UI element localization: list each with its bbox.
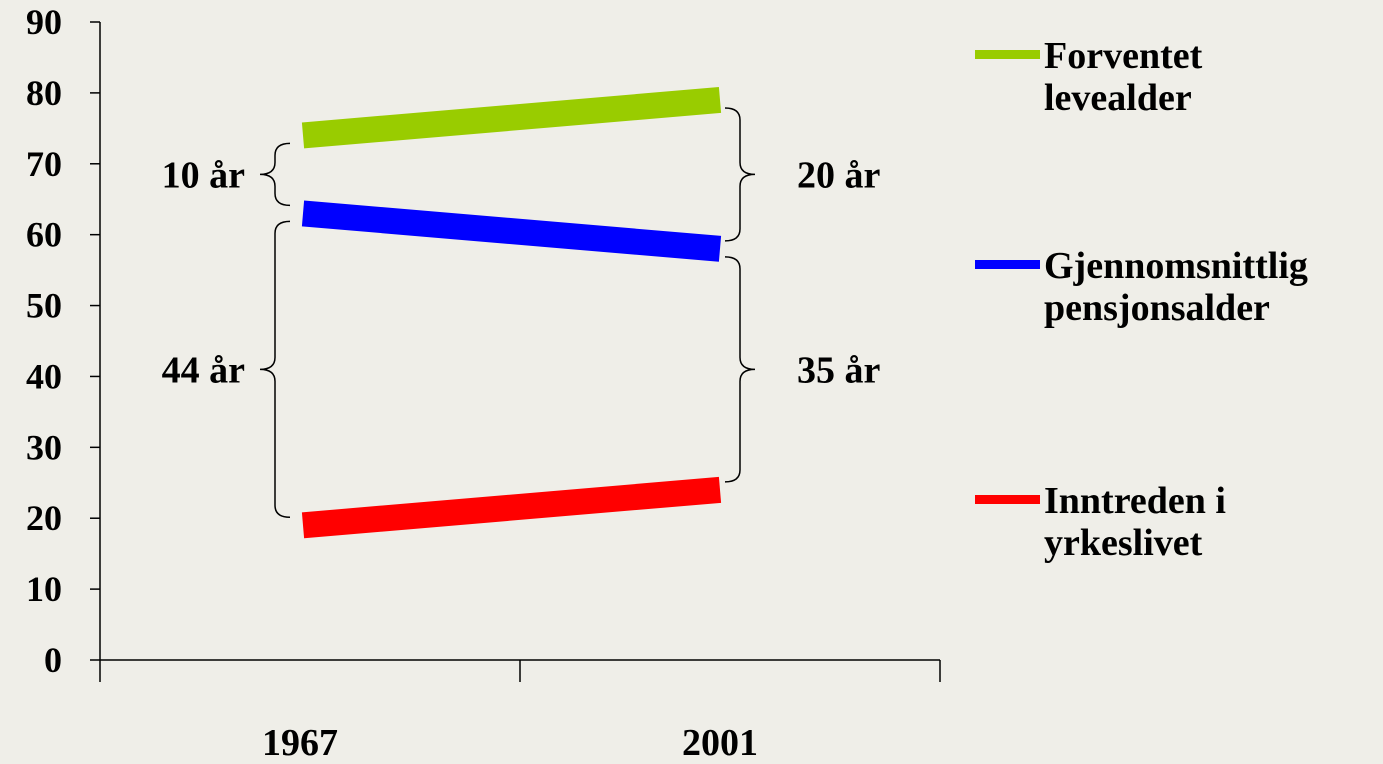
y-tick-label: 0 bbox=[44, 640, 62, 680]
annotation-label: 44 år bbox=[162, 349, 246, 391]
x-tick-label: 1967 bbox=[262, 722, 338, 759]
annotation-brace bbox=[259, 142, 291, 207]
y-tick-label: 70 bbox=[26, 144, 62, 184]
legend-swatch bbox=[975, 50, 1040, 59]
annotation-brace bbox=[724, 256, 756, 483]
annotation-label: 35 år bbox=[797, 349, 881, 391]
legend-swatch bbox=[975, 495, 1040, 504]
series-line bbox=[301, 200, 722, 262]
legend-label-line: yrkeslivet bbox=[1044, 522, 1203, 564]
annotation-label: 10 år bbox=[162, 154, 246, 196]
legend-label-line: Inntreden i bbox=[1044, 480, 1226, 522]
legend-label-line: Forventet bbox=[1044, 35, 1203, 77]
annotation-brace bbox=[259, 220, 291, 519]
y-tick-label: 80 bbox=[26, 73, 62, 113]
x-tick-label: 2001 bbox=[682, 722, 758, 759]
legend-label-line: pensjonsalder bbox=[1044, 287, 1270, 329]
annotation-label: 20 år bbox=[797, 154, 881, 196]
y-tick-label: 90 bbox=[26, 2, 62, 42]
y-tick-label: 10 bbox=[26, 569, 62, 609]
legend-swatch bbox=[975, 260, 1040, 269]
legend-label: Inntreden i yrkeslivet bbox=[1044, 480, 1226, 564]
legend-label-line: levealder bbox=[1044, 77, 1192, 119]
y-tick-label: 40 bbox=[26, 356, 62, 396]
chart-legend: Forventet levealder Gjennomsnittlig pens… bbox=[975, 0, 1383, 759]
y-tick-label: 60 bbox=[26, 215, 62, 255]
series-line bbox=[301, 87, 722, 149]
annotation-brace bbox=[724, 107, 756, 242]
series-line bbox=[301, 476, 722, 539]
legend-label-line: Gjennomsnittlig bbox=[1044, 245, 1308, 287]
legend-label: Gjennomsnittlig pensjonsalder bbox=[1044, 245, 1308, 329]
y-tick-label: 20 bbox=[26, 498, 62, 538]
y-tick-label: 30 bbox=[26, 427, 62, 467]
legend-label: Forventet levealder bbox=[1044, 35, 1202, 119]
y-tick-label: 50 bbox=[26, 286, 62, 326]
